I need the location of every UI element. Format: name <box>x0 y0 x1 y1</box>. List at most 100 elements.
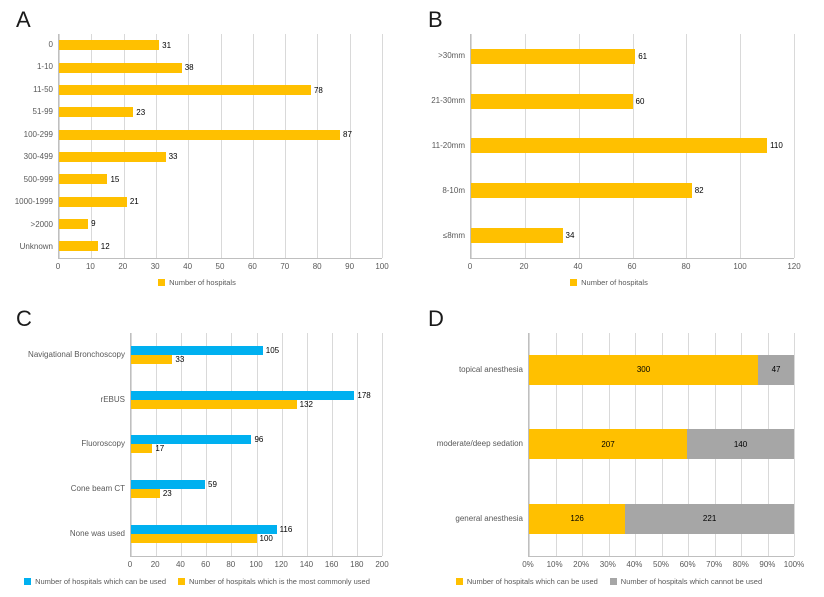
chart-plot-region: >30mm 21-30mm 11-20mm 8-10m ≤8mm 61 60 110 82 34 <box>424 34 795 259</box>
bar <box>131 524 277 534</box>
bar-segment: 140 <box>687 429 794 460</box>
category-label: topical anesthesia <box>458 364 523 374</box>
category-axis: Navigational Bronchoscopy rEBUS Fluoroscop… <box>12 333 130 557</box>
plot-area: 105 33 178 132 96 17 59 23 116 100 <box>130 332 383 557</box>
category-label: 300-499 <box>23 152 53 162</box>
legend-item: Number of hospitals which is the most co… <box>177 577 370 586</box>
chart-plot-region: 0 1-10 11-50 51-99 100-299 300-499 500-999 1000… <box>12 34 383 259</box>
gridline <box>252 34 254 258</box>
bar-value-label: 221 <box>702 514 717 524</box>
chart-d: topical anesthesia moderate/deep sedation… <box>424 332 804 589</box>
bar-row: 21 <box>59 190 382 212</box>
bar-group: 87 <box>59 129 382 140</box>
bar-row: 116 100 <box>131 511 382 556</box>
bar-value-label: 82 <box>694 185 704 195</box>
bar-value-label: 15 <box>110 174 120 184</box>
x-tick-label: 100 <box>733 261 747 271</box>
bar-value-label: 78 <box>313 85 323 95</box>
category-label: 1-10 <box>36 62 53 72</box>
bar-value-label: 110 <box>770 141 783 151</box>
category-label: 100-299 <box>23 129 53 139</box>
x-axis: 0 20 40 60 80 100 120 140 160 180 200 <box>12 557 389 573</box>
bar <box>131 355 173 365</box>
legend-swatch <box>24 577 32 585</box>
gridline <box>317 34 319 258</box>
x-tick-label: 10% <box>546 560 563 569</box>
gridline <box>206 332 208 556</box>
bar-row: 96 17 <box>131 422 382 467</box>
category-axis: topical anesthesia moderate/deep sedation… <box>424 333 528 557</box>
bar-group: 60 <box>471 93 794 109</box>
bar-row: 105 33 <box>131 333 382 378</box>
chart-c: Navigational Bronchoscopy rEBUS Fluoroscop… <box>12 332 389 589</box>
bar-group: 23 <box>59 107 382 118</box>
plot-area: 300 47 207 140 126 221 <box>528 332 795 557</box>
bar <box>59 107 134 118</box>
x-tick-label: 50 <box>215 261 225 271</box>
bar <box>59 196 127 207</box>
gridline <box>285 34 287 258</box>
chart-b: >30mm 21-30mm 11-20mm 8-10m ≤8mm 61 60 110 82 34 0… <box>424 34 801 290</box>
legend-swatch <box>158 279 166 286</box>
x-tick-label: 20 <box>118 261 128 271</box>
bar-group: 31 <box>59 40 382 51</box>
bar-value-label: 17 <box>155 444 165 454</box>
x-axis: 0% 10% 20% 30% 40% 50% 60% 70% 80% 90% 100% <box>424 557 804 573</box>
x-tick-label: 80 <box>226 560 236 569</box>
x-tick-label: 70 <box>280 261 290 271</box>
category-label: >30mm <box>438 51 465 61</box>
bar-row: 61 <box>471 34 794 79</box>
category-label: 8-10m <box>442 185 465 195</box>
bar <box>131 479 206 489</box>
x-tick-label: 40 <box>175 560 185 569</box>
bar-row: 300 47 <box>529 333 794 407</box>
bar-row: 207 140 <box>529 407 794 481</box>
bar <box>59 151 166 162</box>
plot-area: 61 60 110 82 34 <box>470 34 795 259</box>
gridline <box>155 34 157 258</box>
bar <box>59 174 108 185</box>
bar-value-label: 33 <box>175 355 185 365</box>
legend-label: Number of hospitals which can be used <box>466 576 598 586</box>
bar-segment: 207 <box>529 429 688 460</box>
x-axis: 0 20 40 60 80 100 120 <box>424 259 801 275</box>
bar-row: 110 <box>471 124 794 169</box>
bar <box>471 138 768 154</box>
panel-c: C Navigational Bronchoscopy rEBUS Fluorosc… <box>0 299 412 597</box>
x-tick-label: 30% <box>599 560 616 569</box>
x-tick-label: 80 <box>681 261 691 271</box>
bar-row: 78 <box>59 79 382 101</box>
chart-plot-region: topical anesthesia moderate/deep sedation… <box>424 332 795 557</box>
panel-d-letter: D <box>428 305 444 331</box>
x-tick-label: 100% <box>783 560 805 569</box>
bar-row: 87 <box>59 124 382 146</box>
panel-b-letter: B <box>428 7 443 32</box>
x-tick-label: 0 <box>467 261 473 271</box>
bar-value-label: 140 <box>733 439 748 449</box>
legend-label: Number of hospitals <box>581 278 648 287</box>
bar-row: 23 <box>59 101 382 123</box>
bar-value-label: 12 <box>100 241 110 251</box>
category-label: rEBUS <box>100 394 125 404</box>
bar-group: 78 <box>59 85 382 95</box>
legend-swatch <box>177 577 185 585</box>
x-tick-labels: 0 20 40 60 80 100 120 140 160 180 200 <box>128 557 389 573</box>
bar-value-label: 207 <box>601 439 615 449</box>
category-label: 11-20mm <box>431 140 465 150</box>
bar <box>59 218 89 229</box>
bar <box>59 40 160 51</box>
bar-value-label: 33 <box>168 152 178 162</box>
bar-value-label: 178 <box>357 390 371 400</box>
bar-row: 82 <box>471 168 794 213</box>
bar-segment: 126 <box>529 503 626 534</box>
bar-group: 34 <box>471 227 794 243</box>
gridline <box>794 332 795 556</box>
x-tick-label: 60 <box>247 261 257 271</box>
category-label: moderate/deep sedation <box>436 439 523 449</box>
chart-a: 0 1-10 11-50 51-99 100-299 300-499 500-999 1000… <box>12 34 389 290</box>
bar-group: 105 <box>131 346 382 356</box>
bar <box>471 227 563 243</box>
legend-item: Number of hospitals which can be used <box>24 577 166 586</box>
panel-b: B >30mm 21-30mm 11-20mm 8-10m ≤8mm 61 60 110 82 3… <box>412 0 824 299</box>
